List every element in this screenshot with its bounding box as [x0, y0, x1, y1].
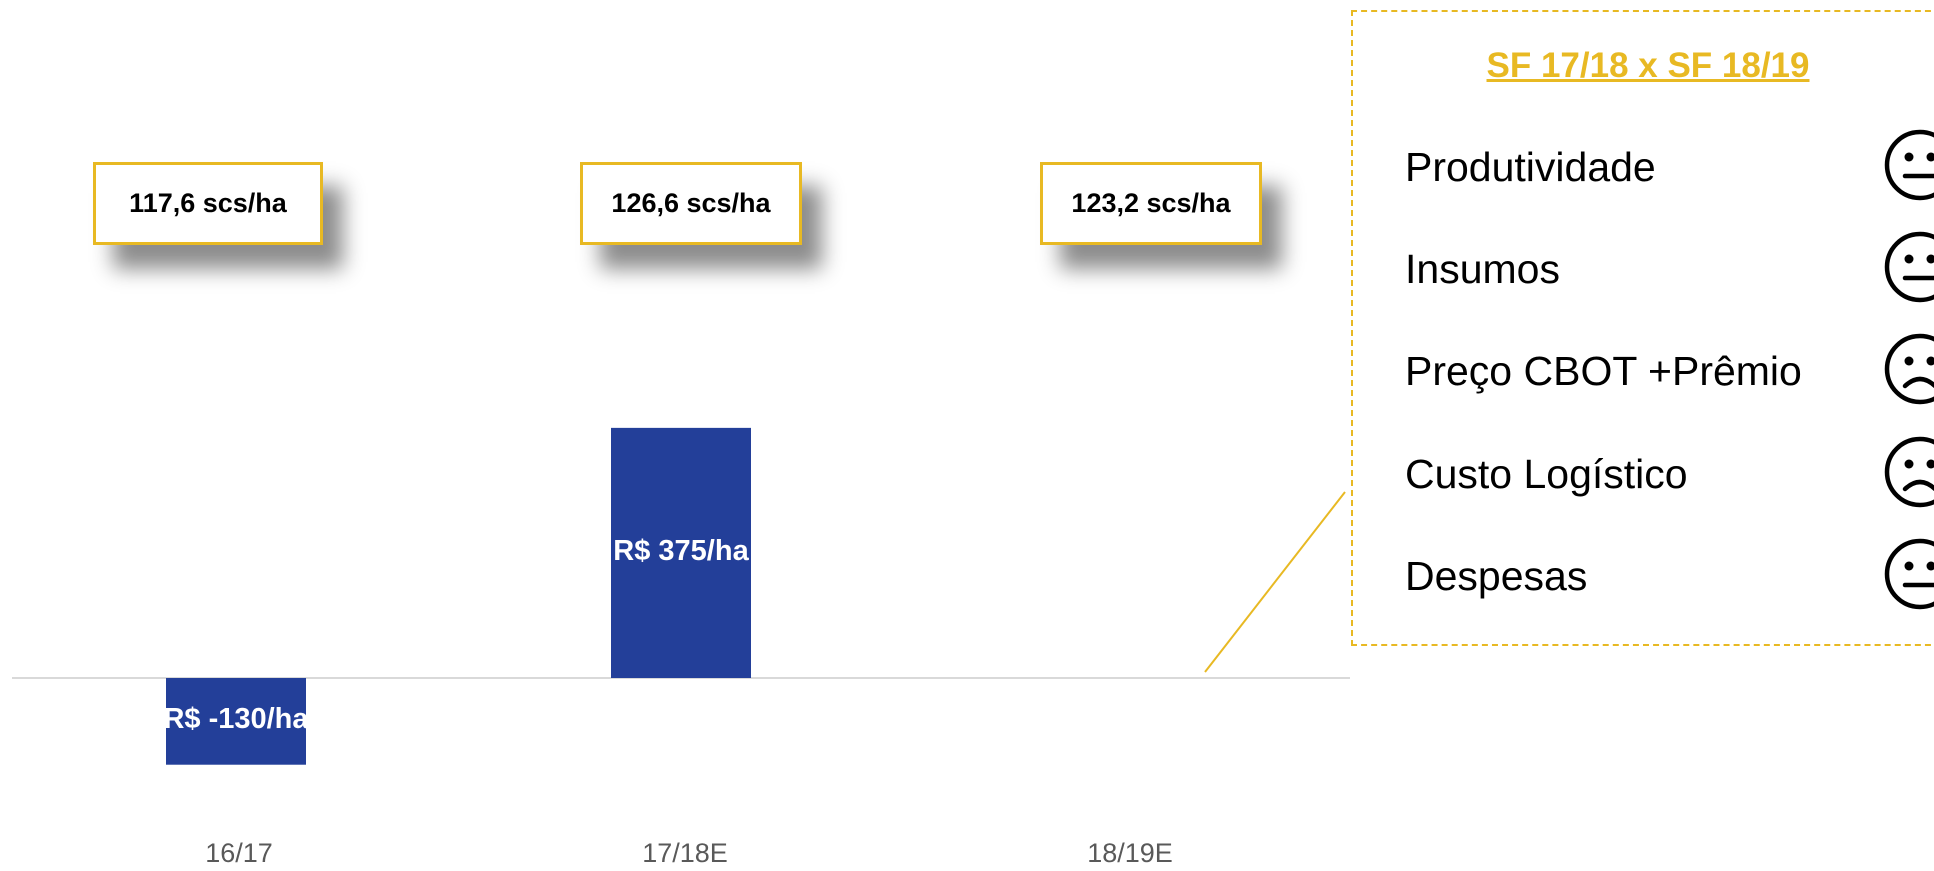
neutral-face-icon	[1884, 538, 1934, 610]
panel-row-despesas: Despesas	[1405, 537, 1934, 617]
comparison-panel: SF 17/18 x SF 18/19 Produtividade Insumo…	[1351, 10, 1934, 646]
neutral-face-icon	[1884, 231, 1934, 303]
bar-data-label: R$ 375/ha	[613, 534, 749, 567]
category-label: 16/17	[205, 838, 273, 868]
panel-row-label: Custo Logístico	[1405, 451, 1688, 497]
panel-row-custo-logistico: Custo Logístico	[1405, 435, 1934, 515]
panel-row-label: Produtividade	[1405, 144, 1656, 190]
sad-face-icon	[1884, 436, 1934, 508]
panel-row-preco-cbot: Preço CBOT +Prêmio	[1405, 332, 1934, 412]
callout-connector-line	[1204, 491, 1346, 673]
panel-title: SF 17/18 x SF 18/19	[1486, 46, 1810, 85]
panel-row-label: Insumos	[1405, 246, 1560, 292]
yield-label: 123,2 scs/ha	[1040, 162, 1262, 245]
panel-row-insumos: Insumos	[1405, 230, 1934, 310]
bar-17/18E	[611, 427, 751, 678]
bar-16/17	[166, 678, 306, 765]
yield-label: 126,6 scs/ha	[580, 162, 802, 245]
neutral-face-icon	[1884, 129, 1934, 201]
bar-data-label: R$ -130/ha	[163, 703, 309, 736]
sad-face-icon	[1884, 333, 1934, 405]
yield-label: 117,6 scs/ha	[93, 162, 323, 245]
panel-row-label: Despesas	[1405, 553, 1588, 599]
panel-row-produtividade: Produtividade	[1405, 128, 1934, 208]
category-label: 18/19E	[1087, 838, 1173, 868]
panel-row-label: Preço CBOT +Prêmio	[1405, 348, 1802, 394]
category-label: 17/18E	[642, 838, 728, 868]
